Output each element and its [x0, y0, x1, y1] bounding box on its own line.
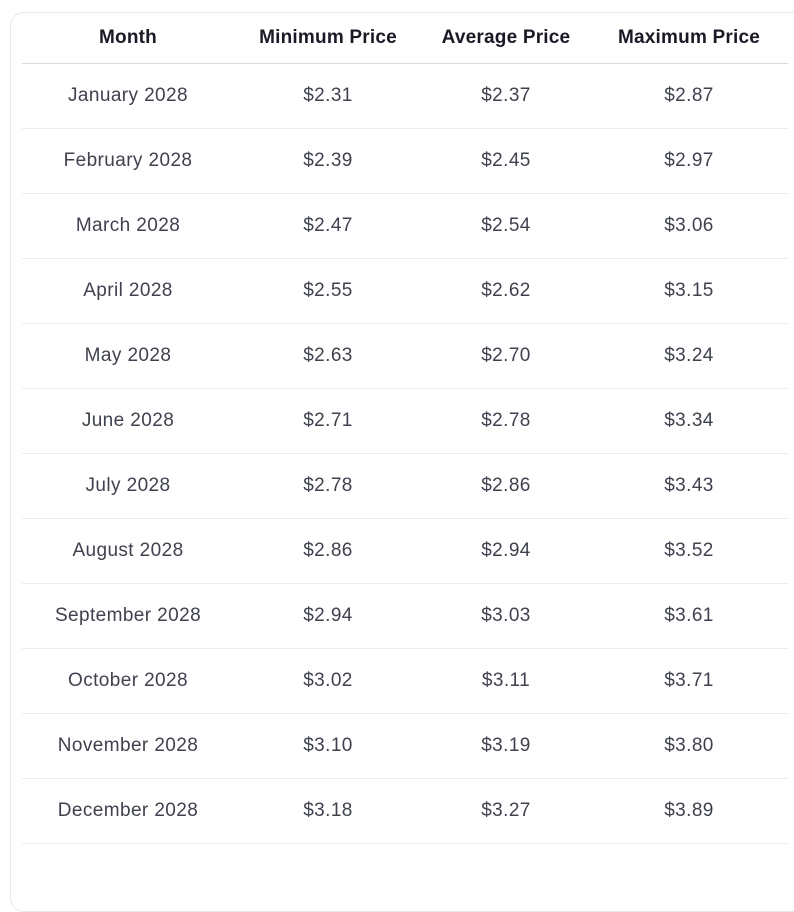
table-row: February 2028 $2.39 $2.45 $2.97: [22, 128, 788, 194]
max-price-cell: $2.87: [590, 63, 788, 129]
max-price-cell: $3.24: [590, 323, 788, 389]
table-row: November 2028 $3.10 $3.19 $3.80: [22, 713, 788, 779]
table-row: January 2028 $2.31 $2.37 $2.87: [22, 63, 788, 129]
month-cell: February 2028: [22, 128, 234, 194]
month-cell: October 2028: [22, 648, 234, 714]
min-price-cell: $3.18: [234, 778, 422, 844]
max-price-cell: $3.80: [590, 713, 788, 779]
max-price-cell: $3.15: [590, 258, 788, 324]
column-header-average-price: Average Price: [422, 13, 590, 64]
month-cell: May 2028: [22, 323, 234, 389]
month-cell: December 2028: [22, 778, 234, 844]
min-price-cell: $3.10: [234, 713, 422, 779]
month-cell: November 2028: [22, 713, 234, 779]
column-header-maximum-price: Maximum Price: [590, 13, 788, 64]
avg-price-cell: $3.19: [422, 713, 590, 779]
table-row: August 2028 $2.86 $2.94 $3.52: [22, 518, 788, 584]
min-price-cell: $2.31: [234, 63, 422, 129]
month-cell: March 2028: [22, 193, 234, 259]
min-price-cell: $2.39: [234, 128, 422, 194]
price-table: Month Minimum Price Average Price Maximu…: [22, 13, 788, 844]
avg-price-cell: $2.37: [422, 63, 590, 129]
month-cell: September 2028: [22, 583, 234, 649]
table-row: October 2028 $3.02 $3.11 $3.71: [22, 648, 788, 714]
price-table-header: Month Minimum Price Average Price Maximu…: [22, 13, 788, 64]
avg-price-cell: $3.03: [422, 583, 590, 649]
max-price-cell: $3.61: [590, 583, 788, 649]
min-price-cell: $2.78: [234, 453, 422, 519]
avg-price-cell: $3.11: [422, 648, 590, 714]
min-price-cell: $2.63: [234, 323, 422, 389]
avg-price-cell: $2.45: [422, 128, 590, 194]
avg-price-cell: $3.27: [422, 778, 590, 844]
max-price-cell: $3.71: [590, 648, 788, 714]
min-price-cell: $2.71: [234, 388, 422, 454]
min-price-cell: $2.47: [234, 193, 422, 259]
max-price-cell: $3.06: [590, 193, 788, 259]
min-price-cell: $2.86: [234, 518, 422, 584]
avg-price-cell: $2.86: [422, 453, 590, 519]
table-row: September 2028 $2.94 $3.03 $3.61: [22, 583, 788, 649]
max-price-cell: $3.89: [590, 778, 788, 844]
avg-price-cell: $2.62: [422, 258, 590, 324]
avg-price-cell: $2.94: [422, 518, 590, 584]
table-row: December 2028 $3.18 $3.27 $3.89: [22, 778, 788, 844]
price-table-body: January 2028 $2.31 $2.37 $2.87 February 2028…: [22, 63, 788, 844]
avg-price-cell: $2.54: [422, 193, 590, 259]
min-price-cell: $3.02: [234, 648, 422, 714]
avg-price-cell: $2.70: [422, 323, 590, 389]
min-price-cell: $2.55: [234, 258, 422, 324]
max-price-cell: $3.34: [590, 388, 788, 454]
table-row: March 2028 $2.47 $2.54 $3.06: [22, 193, 788, 259]
column-header-minimum-price: Minimum Price: [234, 13, 422, 64]
max-price-cell: $2.97: [590, 128, 788, 194]
max-price-cell: $3.52: [590, 518, 788, 584]
avg-price-cell: $2.78: [422, 388, 590, 454]
month-cell: August 2028: [22, 518, 234, 584]
table-row: June 2028 $2.71 $2.78 $3.34: [22, 388, 788, 454]
column-header-month: Month: [22, 13, 234, 64]
table-row: April 2028 $2.55 $2.62 $3.15: [22, 258, 788, 324]
month-cell: April 2028: [22, 258, 234, 324]
min-price-cell: $2.94: [234, 583, 422, 649]
header-row: Month Minimum Price Average Price Maximu…: [22, 13, 788, 64]
month-cell: June 2028: [22, 388, 234, 454]
table-row: May 2028 $2.63 $2.70 $3.24: [22, 323, 788, 389]
month-cell: January 2028: [22, 63, 234, 129]
max-price-cell: $3.43: [590, 453, 788, 519]
table-row: July 2028 $2.78 $2.86 $3.43: [22, 453, 788, 519]
price-table-card: Month Minimum Price Average Price Maximu…: [10, 12, 794, 912]
month-cell: July 2028: [22, 453, 234, 519]
